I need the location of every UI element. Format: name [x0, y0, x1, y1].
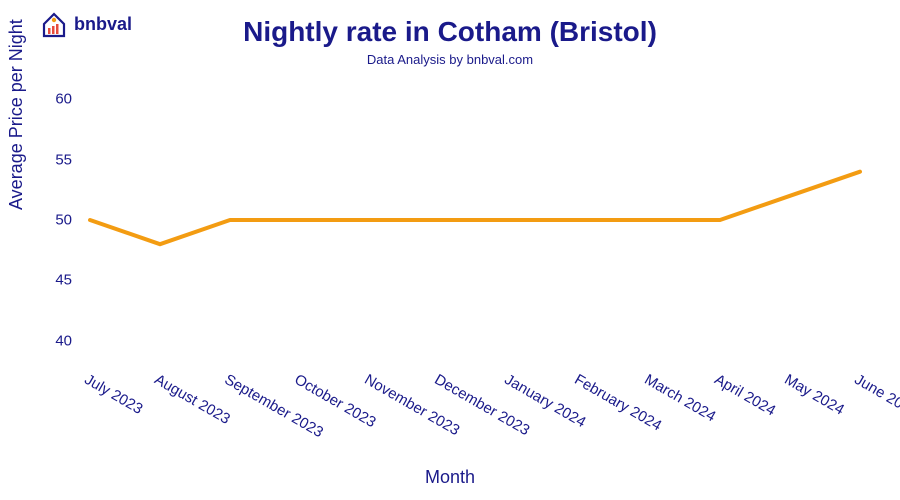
y-axis-label: Average Price per Night	[6, 19, 27, 210]
x-axis-label: Month	[0, 467, 900, 488]
y-tick-label: 55	[55, 151, 72, 168]
chart-title: Nightly rate in Cotham (Bristol)	[0, 16, 900, 48]
x-tick-label: May 2024	[782, 371, 848, 419]
line-chart-svg	[80, 75, 870, 365]
y-tick-label: 40	[55, 332, 72, 349]
x-tick-label: August 2023	[152, 371, 233, 428]
x-tick-label: June 2024	[852, 371, 900, 421]
x-tick-label: July 2023	[82, 371, 146, 418]
chart-subtitle: Data Analysis by bnbval.com	[0, 52, 900, 67]
y-tick-label: 45	[55, 272, 72, 289]
x-tick-label: April 2024	[712, 371, 779, 419]
y-tick-label: 50	[55, 212, 72, 229]
plot-area: 4045505560July 2023August 2023September …	[80, 75, 870, 365]
y-tick-label: 60	[55, 91, 72, 108]
data-line	[90, 172, 860, 245]
